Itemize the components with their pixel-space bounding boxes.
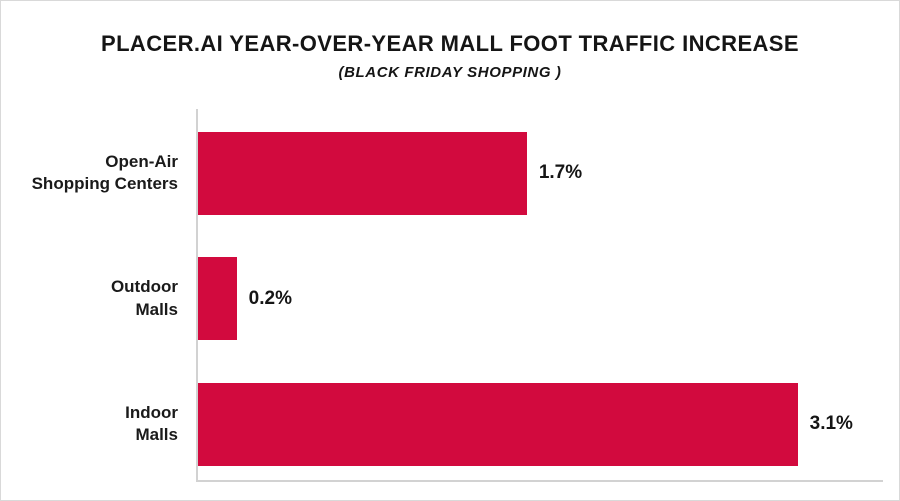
bar-area-indoor-malls: 3.1%	[198, 382, 875, 466]
value-label-indoor-malls: 3.1%	[809, 413, 853, 434]
bar-row-outdoor-malls: Outdoor Malls 0.2%	[1, 257, 875, 341]
value-label-outdoor-malls: 0.2%	[248, 287, 292, 309]
y-axis-line	[196, 109, 198, 482]
chart-header: PLACER.AI YEAR-OVER-YEAR MALL FOOT TRAFF…	[1, 1, 899, 81]
category-label-open-air: Open-Air Shopping Centers	[31, 151, 178, 193]
bar-rows: Open-Air Shopping Centers 1.7% Outdoor M…	[1, 131, 875, 466]
bar-row-indoor-malls: Indoor Malls 3.1%	[1, 382, 875, 466]
bar-area-open-air: 1.7%	[198, 131, 875, 215]
bar-outdoor-malls	[198, 257, 237, 340]
category-label-outdoor-malls: Outdoor Malls	[110, 277, 178, 319]
category-label-indoor-malls: Indoor Malls	[125, 402, 178, 444]
bar-row-open-air: Open-Air Shopping Centers 1.7%	[1, 131, 875, 215]
bar-area-outdoor-malls: 0.2%	[198, 257, 875, 341]
bar-chart-plot: Open-Air Shopping Centers 1.7% Outdoor M…	[1, 109, 899, 482]
x-axis-line	[196, 480, 883, 482]
bar-indoor-malls	[198, 382, 798, 466]
chart-title: PLACER.AI YEAR-OVER-YEAR MALL FOOT TRAFF…	[101, 31, 799, 56]
bar-open-air-shopping-centers	[198, 131, 527, 215]
chart-subtitle: (BLACK FRIDAY SHOPPING )	[338, 64, 562, 81]
value-label-open-air: 1.7%	[538, 162, 583, 183]
